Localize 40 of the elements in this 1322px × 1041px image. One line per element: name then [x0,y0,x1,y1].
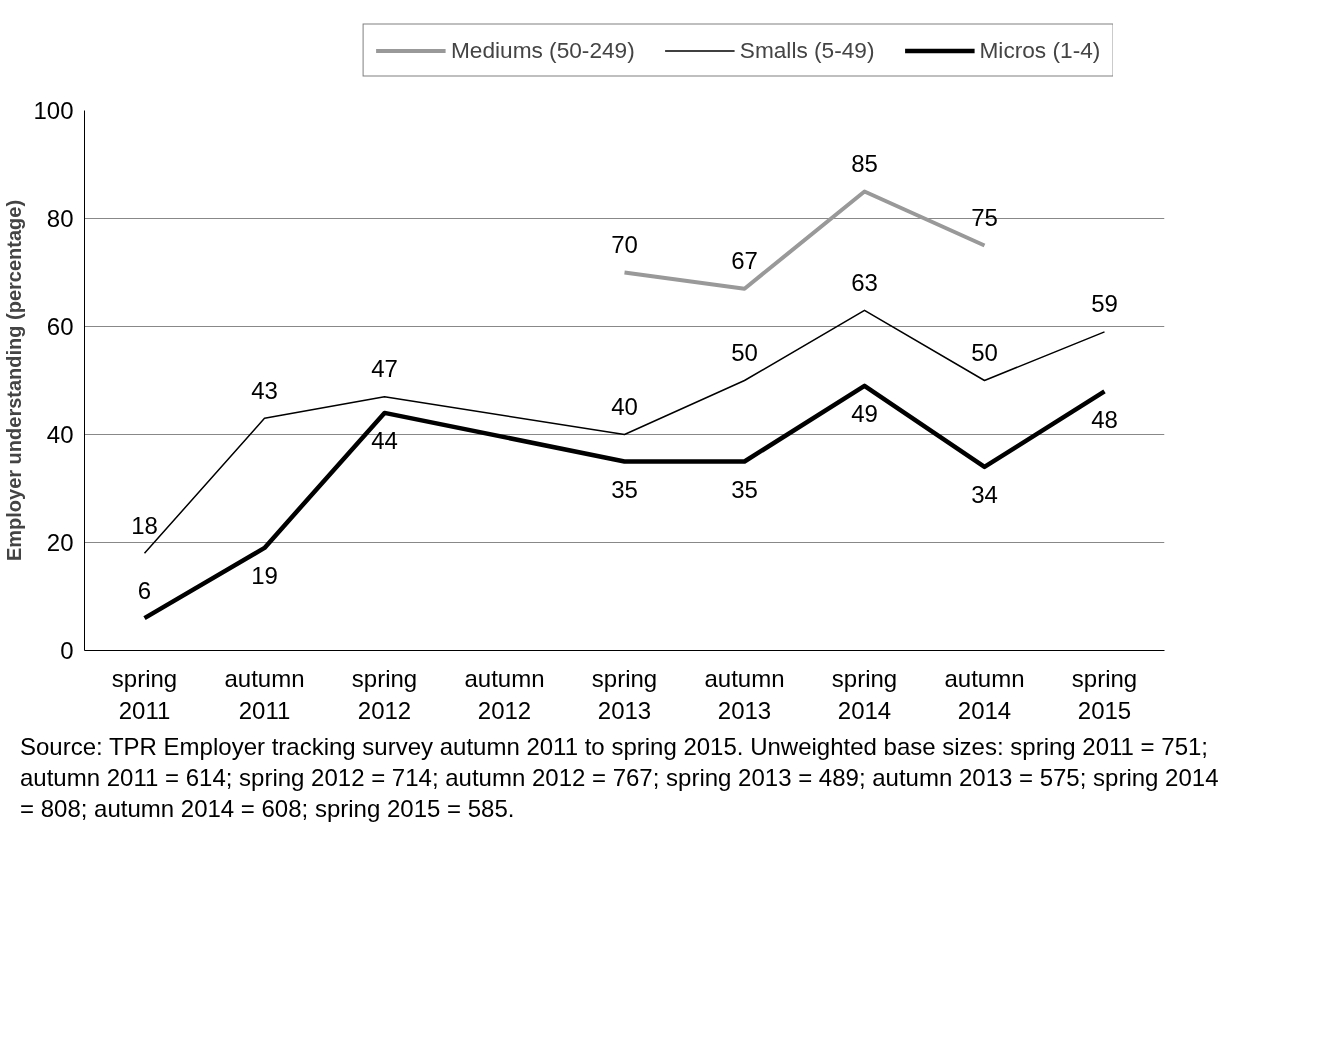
x-tick-label: spring 2014 [831,664,898,724]
legend-label: Mediums (50-249) [450,36,635,64]
data-label: 35 [731,476,758,503]
y-tick-label: 80 [46,205,74,232]
data-label: 40 [611,393,638,420]
x-tick-label: spring 2011 [111,664,178,724]
data-label: 35 [611,476,638,503]
x-tick-label: autumn 2011 [224,664,305,724]
data-label: 47 [371,355,398,383]
data-label: 18 [131,511,158,539]
data-label: 70 [611,231,638,258]
y-tick-label: 0 [60,637,74,664]
y-tick-label: 40 [46,421,74,448]
x-tick-label: spring 2013 [591,664,658,724]
data-label: 44 [371,427,398,455]
y-axis-title: Employer understanding (percentage) [3,199,26,562]
data-label: 48 [1091,405,1118,433]
data-label: 34 [971,481,998,509]
data-label: 85 [851,150,878,177]
x-tick-label: spring 2012 [351,664,418,724]
legend-label: Smalls (5-49) [739,36,875,64]
data-label: 49 [851,400,878,428]
data-label: 43 [251,376,278,404]
legend-label: Micros (1-4) [979,36,1101,64]
data-label: 50 [971,339,998,366]
y-tick-label: 100 [33,97,74,124]
x-tick-label: autumn 2014 [944,664,1025,724]
data-label: 50 [731,339,758,366]
data-label: 67 [731,247,758,275]
data-label: 75 [971,204,998,231]
data-label: 59 [1091,290,1118,318]
y-tick-label: 20 [46,529,74,556]
data-label: 63 [851,268,878,296]
x-tick-label: spring 2015 [1071,664,1138,724]
y-tick-label: 60 [46,313,74,340]
data-label: 19 [251,562,278,590]
data-label: 6 [137,576,152,604]
x-tick-label: autumn 2012 [464,664,545,724]
x-tick-label: autumn 2013 [704,664,785,724]
source-note: Source: TPR Employer tracking survey autumn 2011 to spring 2015. Unweighted base sizes: spring 2011 = 751; autumn 2011 = 614; spring 2012 = 714; autumn 2012 = 767; spring 2013 = 489; autumn 2013 = 575; spring 2014 = 808; autumn 2014 = 608; spring 2015 = 585. [20,732,1220,825]
